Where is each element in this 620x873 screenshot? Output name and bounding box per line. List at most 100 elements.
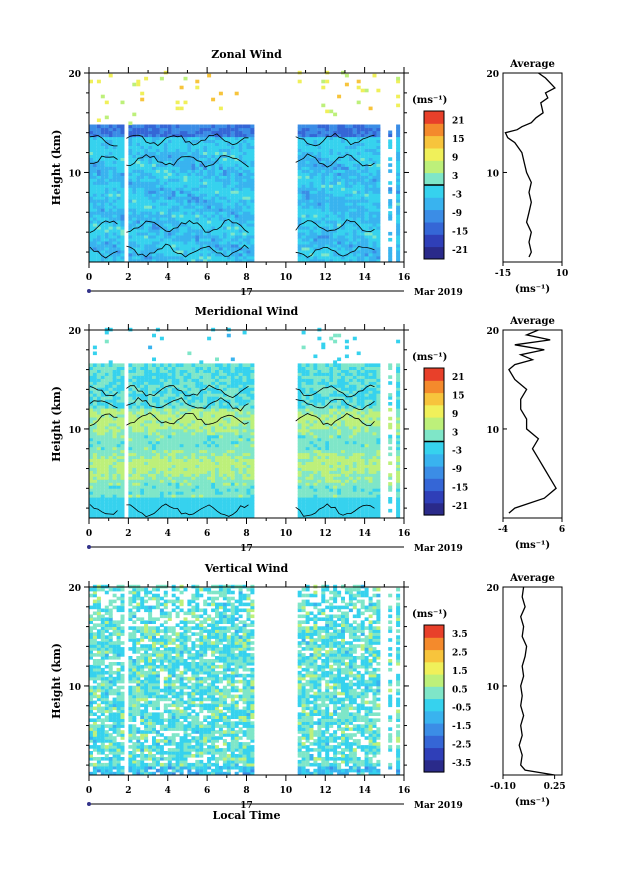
heatmap-cell <box>195 387 200 391</box>
heatmap-cell <box>329 223 334 227</box>
heatmap-cell <box>191 470 196 474</box>
heatmap-cell <box>396 255 401 260</box>
heatmap-cell <box>120 491 125 495</box>
heatmap-cell <box>226 187 231 191</box>
heatmap-cell <box>171 396 176 400</box>
heatmap-cell <box>167 154 172 158</box>
heatmap-cell <box>376 148 381 152</box>
heatmap-cell <box>128 139 133 143</box>
heatmap-cell <box>348 211 353 215</box>
heatmap-cell <box>140 187 145 191</box>
heatmap-cell <box>199 375 204 379</box>
heatmap-cell <box>132 151 137 155</box>
heatmap-cell <box>112 470 117 474</box>
heatmap-cell <box>155 384 160 388</box>
heatmap-cell <box>92 396 97 400</box>
heatmap-cell <box>325 255 330 260</box>
heatmap-cell <box>215 366 219 370</box>
heatmap-cell <box>203 431 208 436</box>
heatmap-cell <box>226 139 231 143</box>
heatmap-cell <box>364 148 369 152</box>
heatmap-cell <box>372 211 377 215</box>
heatmap-cell <box>116 455 121 459</box>
heatmap-cell <box>116 446 121 451</box>
heatmap-cell <box>321 136 326 140</box>
heatmap-cell <box>191 234 196 239</box>
heatmap-cell <box>108 410 113 415</box>
heatmap-cell <box>132 405 137 409</box>
heatmap-cell <box>305 202 310 206</box>
heatmap-cell <box>305 234 310 239</box>
heatmap-cell <box>191 494 196 498</box>
heatmap-cell <box>140 363 145 367</box>
heatmap-cell <box>187 214 192 218</box>
heatmap-cell <box>191 384 196 388</box>
heatmap-cell <box>187 476 192 480</box>
heatmap-cell <box>155 148 160 152</box>
heatmap-cell <box>89 491 93 495</box>
heatmap-cell <box>136 127 141 132</box>
heatmap-cell <box>112 240 117 245</box>
heatmap-cell <box>372 217 377 221</box>
heatmap-cell <box>155 178 160 182</box>
heatmap-cell <box>187 390 192 394</box>
heatmap-cell <box>128 467 133 471</box>
heatmap-cell <box>234 246 239 251</box>
heatmap-cell <box>152 187 156 191</box>
heatmap-cell <box>100 372 105 376</box>
heatmap-cell <box>203 407 208 412</box>
heatmap-cell <box>376 178 381 182</box>
heatmap-cell <box>317 249 322 254</box>
heatmap-cell <box>128 151 133 155</box>
heatmap-cell <box>226 464 231 468</box>
heatmap-cell <box>356 217 361 221</box>
heatmap-cell <box>116 255 121 260</box>
heatmap-cell <box>171 440 176 445</box>
heatmap-cell <box>120 393 125 397</box>
heatmap-cell <box>329 252 334 257</box>
heatmap-cell <box>246 229 251 233</box>
heatmap-cell <box>100 178 105 182</box>
heatmap-cell <box>116 193 121 197</box>
heatmap-cell <box>238 157 243 161</box>
heatmap-cell <box>120 437 125 442</box>
heatmap-cell <box>171 500 176 504</box>
heatmap-cell <box>89 151 93 155</box>
heatmap-cell <box>211 142 216 146</box>
heatmap-cell <box>352 229 357 233</box>
heatmap-cell <box>167 467 172 471</box>
heatmap-cell <box>128 154 133 158</box>
heatmap-cell <box>222 231 227 236</box>
heatmap-cell <box>171 452 176 457</box>
heatmap-cell <box>396 202 401 206</box>
heatmap-cell <box>329 217 334 221</box>
heatmap-cell <box>179 220 184 224</box>
heatmap-cell <box>187 133 192 138</box>
heatmap-cell <box>148 234 153 239</box>
heatmap-cell <box>388 252 393 257</box>
heatmap-cell <box>372 202 377 206</box>
heatmap-cell <box>89 196 93 200</box>
heatmap-cell <box>309 246 314 251</box>
heatmap-cell <box>222 363 227 367</box>
heatmap-cell <box>195 130 200 135</box>
heatmap-cell <box>368 243 373 248</box>
heatmap-cell <box>152 169 156 173</box>
heatmap-cell <box>344 190 349 194</box>
heatmap-cell <box>348 226 353 230</box>
heatmap-cell <box>352 240 357 245</box>
heatmap-cell <box>175 485 180 489</box>
heatmap-cell <box>163 142 168 146</box>
heatmap-cell <box>372 196 377 200</box>
heatmap-cell <box>207 196 212 200</box>
heatmap-cell <box>218 166 223 170</box>
colorbar-swatch <box>424 111 444 124</box>
profile-x-label: (ms⁻¹) <box>515 284 550 295</box>
heatmap-cell <box>344 178 349 182</box>
heatmap-cell <box>325 214 330 218</box>
heatmap-cell <box>207 464 212 468</box>
heatmap-cell <box>199 190 204 194</box>
heatmap-cell <box>179 402 184 406</box>
heatmap-cell <box>356 234 361 239</box>
heatmap-cell <box>309 258 314 263</box>
